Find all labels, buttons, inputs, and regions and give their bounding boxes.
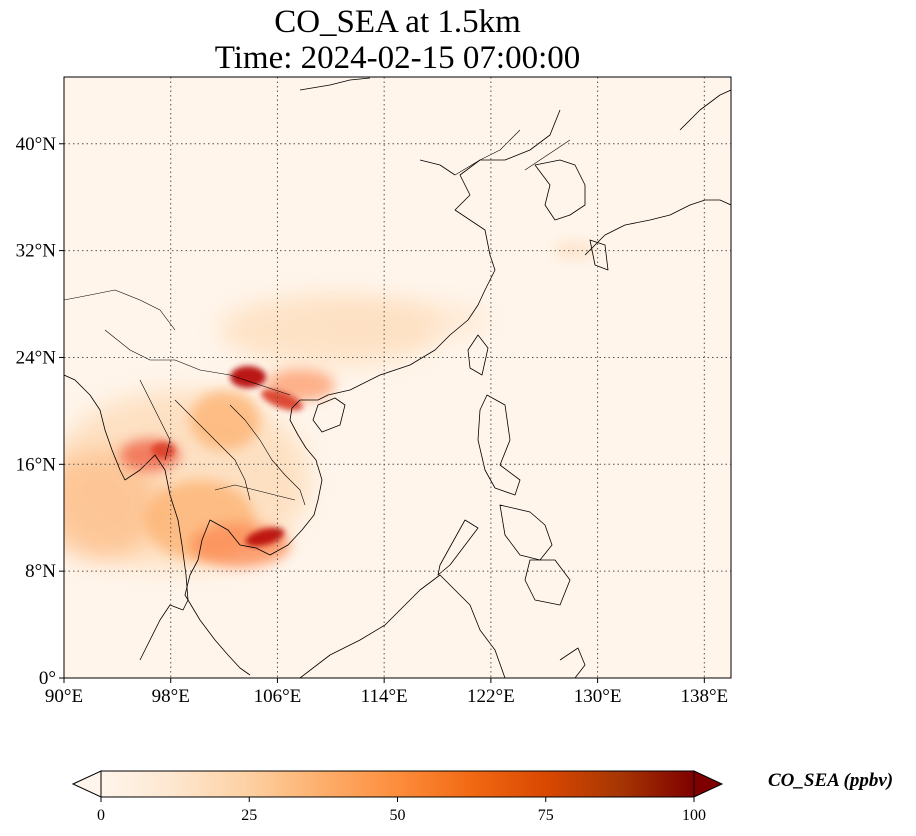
- map-frame: [63, 76, 732, 679]
- coastline-philippines-south: [499, 504, 553, 561]
- x-tick-label-2: 106°E: [254, 686, 302, 707]
- plume-haze-korea-japan: [553, 240, 597, 260]
- map-panel: 90°E 98°E 106°E 114°E 122°E 130°E 138°E 0° 8°N 16…: [16, 76, 732, 707]
- y-tick-label-3: 24°N: [16, 347, 57, 368]
- coastline-japan: [584, 199, 731, 256]
- y-tick-label-4: 32°N: [16, 241, 57, 262]
- colorbar-extend-min: [71, 770, 102, 798]
- y-tick-label-1: 8°N: [25, 561, 56, 582]
- x-tick-label-3: 114°E: [361, 686, 408, 707]
- coastline-luzon: [477, 394, 521, 496]
- title-line-2: Time: 2024-02-15 07:00:00: [214, 40, 581, 76]
- coastline-china-vietnam: [239, 109, 561, 556]
- plume-hotspot-mekong: [245, 527, 285, 547]
- coastline-kyushu: [589, 239, 609, 271]
- colorbar-extend-max: [693, 770, 724, 798]
- x-tick-label-5: 130°E: [574, 686, 622, 707]
- gridlines: [64, 77, 731, 678]
- colorbar-ticks: 0 25 50 75 100: [97, 797, 706, 824]
- plume-laos: [190, 390, 260, 450]
- border-thailand-laos: [174, 399, 251, 501]
- y-tick-label-5: 40°N: [16, 134, 57, 155]
- coastlines-and-borders: [64, 77, 731, 678]
- plume-haze-east-china-sea: [310, 302, 490, 338]
- x-tick-label-6: 138°E: [680, 686, 728, 707]
- coastline-gulf-of-thailand: [184, 519, 251, 676]
- coastline-japan-north: [679, 89, 731, 131]
- colorbar-tick-label-3: 75: [538, 807, 554, 824]
- plume-hotspot-myanmar: [151, 442, 175, 458]
- plume-hotspot-red-river: [261, 389, 303, 411]
- title-line-1: CO_SEA at 1.5km: [274, 4, 521, 40]
- coastline-yellow-sea: [454, 129, 521, 176]
- axis-ticks: 90°E 98°E 106°E 114°E 122°E 130°E 138°E 0° 8°N 16…: [16, 134, 729, 707]
- colorbar-label: CO_SEA (ppbv): [768, 770, 894, 791]
- map-background: [64, 77, 731, 678]
- chart-title: CO_SEA at 1.5km Time: 2024-02-15 07:00:0…: [64, 4, 731, 76]
- y-tick-label-0: 0°: [39, 668, 56, 689]
- border-china-south: [104, 329, 291, 396]
- border-north-korea: [524, 139, 571, 171]
- colorbar-tick-label-0: 0: [97, 807, 105, 824]
- coastline-palawan: [437, 519, 479, 576]
- plume-haze-bay-of-bengal: [64, 450, 160, 560]
- x-tick-label-1: 98°E: [152, 686, 190, 707]
- colorbar-tick-label-4: 100: [682, 807, 706, 824]
- x-tick-label-0: 90°E: [45, 686, 83, 707]
- border-myanmar-thailand: [139, 379, 171, 461]
- co-concentration-field: [64, 240, 597, 570]
- coastline-hainan: [312, 397, 346, 433]
- border-china-west: [64, 289, 176, 331]
- coastline-north-china: [299, 77, 456, 176]
- coastline-korea: [534, 159, 586, 221]
- coastline-myanmar-west: [64, 374, 189, 661]
- colorbar-tick-label-1: 25: [241, 807, 257, 824]
- coastline-mindanao: [524, 559, 571, 606]
- coastline-sulawesi: [559, 647, 586, 678]
- plume-hotspot-yunnan: [230, 366, 266, 388]
- border-laos-vietnam: [229, 404, 306, 506]
- coastline-borneo: [299, 574, 506, 678]
- y-tick-label-2: 16°N: [16, 454, 57, 475]
- coastline-taiwan: [467, 334, 489, 376]
- x-tick-label-4: 122°E: [467, 686, 515, 707]
- border-cambodia: [214, 484, 296, 501]
- colorbar-body: [100, 770, 695, 798]
- colorbar-tick-label-2: 50: [390, 807, 406, 824]
